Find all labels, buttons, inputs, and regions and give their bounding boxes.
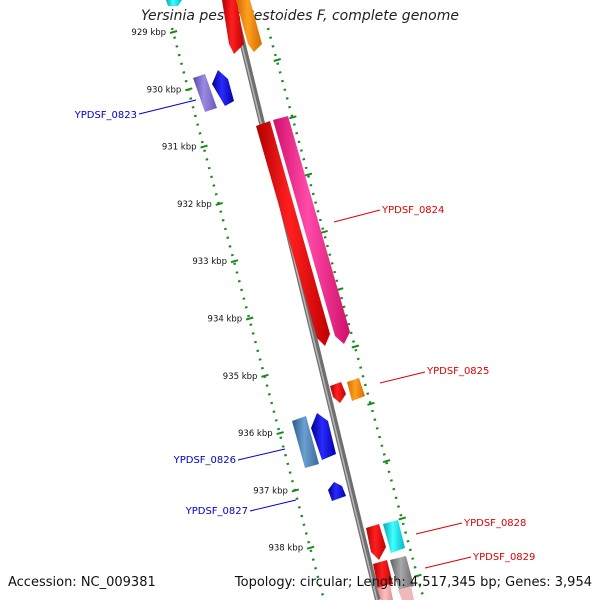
gene-feature-ypdsf-0827[interactable] (328, 482, 346, 501)
kbp-tick-4 (230, 259, 239, 264)
plus-track-dash-7 (382, 459, 391, 464)
kbp-tick-label-8: 937 kbp (253, 486, 288, 496)
gene-feature-ypdsf-0828[interactable] (366, 520, 405, 560)
plus-track-dash-5 (351, 344, 360, 349)
kbp-tick-marks (169, 30, 315, 550)
kbp-tick-label-3: 932 kbp (177, 200, 212, 210)
plus-track-dash-9 (414, 573, 422, 578)
gene-label-ypdsf-0824[interactable]: YPDSF_0824 (333, 205, 444, 223)
accession-text: Accession: NC_009381 (8, 575, 156, 590)
kbp-tick-2 (200, 144, 208, 149)
plus-track-dash-0 (273, 58, 282, 62)
kbp-tick-label-7: 936 kbp (238, 429, 273, 439)
gene-label-ypdsf-0823[interactable]: YPDSF_0823 (74, 99, 197, 121)
plus-track-dash-6 (367, 401, 375, 406)
kbp-tick-8 (291, 488, 300, 493)
kbp-tick-label-0: 929 kbp (131, 28, 166, 38)
svg-text:YPDSF_0828: YPDSF_0828 (463, 518, 526, 529)
gene-feature-ypdsf-0826[interactable] (292, 413, 336, 468)
plus-track-dash-1 (289, 115, 297, 120)
svg-text:YPDSF_0829: YPDSF_0829 (472, 552, 535, 563)
feature-clipped-top[interactable] (166, 0, 262, 54)
gene-label-ypdsf-0826[interactable]: YPDSF_0826 (173, 448, 286, 466)
kbp-tick-label-4: 933 kbp (192, 257, 227, 267)
kbp-tick-0 (169, 30, 178, 34)
svg-text:YPDSF_0825: YPDSF_0825 (426, 366, 489, 377)
svg-text:YPDSF_0827: YPDSF_0827 (185, 506, 248, 517)
kbp-tick-6 (261, 373, 269, 378)
kbp-tick-1 (185, 87, 193, 92)
gene-label-ypdsf-0829[interactable]: YPDSF_0829 (424, 552, 535, 569)
plus-track-dash-8 (398, 516, 407, 521)
gene-feature-ypdsf-0824[interactable] (256, 116, 350, 346)
genome-stats-text: Topology: circular; Length: 4,517,345 bp… (234, 575, 592, 590)
svg-text:YPDSF_0823: YPDSF_0823 (74, 110, 137, 121)
gene-label-ypdsf-0828[interactable]: YPDSF_0828 (415, 518, 526, 535)
svg-text:YPDSF_0824: YPDSF_0824 (381, 205, 444, 216)
plus-track-line (266, 27, 426, 600)
kbp-tick-label-1: 930 kbp (147, 85, 182, 95)
kbp-tick-label-9: 938 kbp (268, 544, 303, 554)
genome-backbone-highlight (230, 0, 378, 600)
kbp-tick-5 (245, 316, 254, 321)
kbp-tick-9 (306, 545, 315, 550)
gene-label-ypdsf-0827[interactable]: YPDSF_0827 (185, 499, 297, 517)
kbp-tick-7 (276, 431, 284, 436)
map-title: Yersinia pestis Pestoides F, complete ge… (141, 8, 459, 24)
gene-label-ypdsf-0825[interactable]: YPDSF_0825 (379, 366, 489, 384)
plus-track-ticks (273, 58, 422, 578)
kbp-tick-label-5: 934 kbp (208, 315, 243, 325)
gene-feature-ypdsf-0825[interactable] (330, 378, 365, 403)
plus-track-dash-2 (304, 172, 313, 177)
kbp-tick-3 (215, 201, 224, 206)
gene-feature-ypdsf-0823[interactable] (193, 70, 234, 112)
gene-feature-ypdsf-0829[interactable] (373, 556, 414, 600)
plus-track-dash-3 (320, 229, 328, 234)
genome-backbone (229, 0, 381, 600)
kbp-tick-label-2: 931 kbp (162, 143, 197, 153)
kbp-tick-label-6: 935 kbp (223, 372, 258, 382)
kbp-tick-labels: 929 kbp 930 kbp 931 kbp 932 kbp 933 kbp 934 k… (131, 28, 303, 554)
svg-text:YPDSF_0826: YPDSF_0826 (173, 455, 236, 466)
